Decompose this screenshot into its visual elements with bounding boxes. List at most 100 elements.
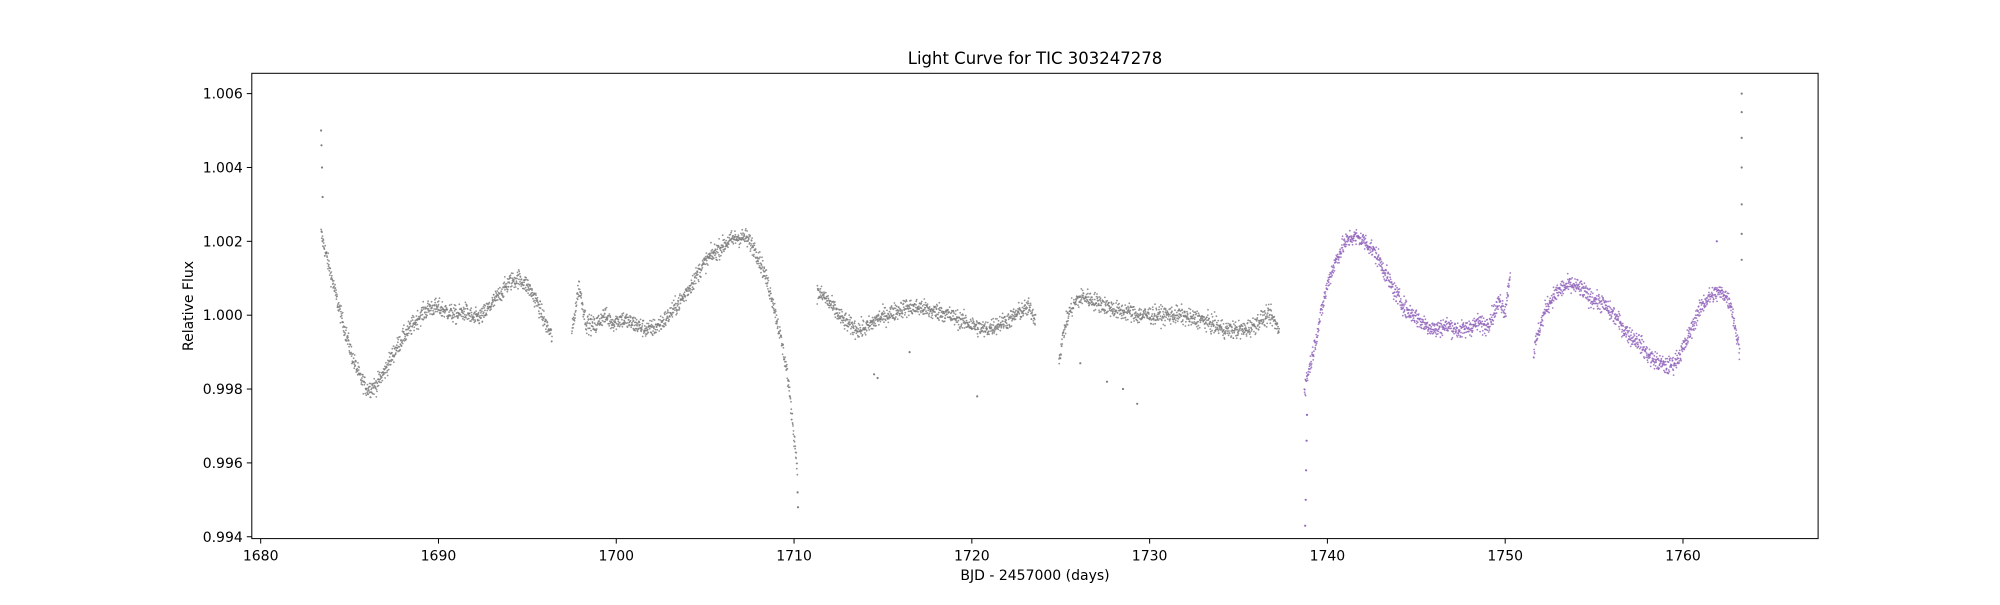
data-point <box>634 317 637 320</box>
data-point <box>760 264 763 266</box>
data-point <box>1159 311 1162 313</box>
data-point <box>397 338 400 341</box>
data-point <box>667 311 670 314</box>
data-point <box>889 312 892 315</box>
data-point <box>1170 306 1173 309</box>
data-point <box>335 291 337 294</box>
data-point <box>672 311 675 314</box>
data-point <box>365 394 368 397</box>
data-point <box>576 298 579 301</box>
data-point <box>363 383 366 386</box>
data-point <box>837 314 840 317</box>
data-point <box>1689 334 1692 336</box>
data-point <box>1111 303 1114 306</box>
data-point <box>584 322 587 324</box>
data-point <box>747 238 750 240</box>
data-point <box>1567 278 1569 281</box>
data-point <box>1251 328 1253 331</box>
data-point <box>985 326 988 328</box>
data-point <box>1002 317 1004 320</box>
data-point <box>868 315 870 318</box>
data-point <box>1189 308 1192 311</box>
data-point <box>520 285 523 287</box>
data-point <box>1395 296 1398 298</box>
data-point <box>941 315 944 318</box>
data-point <box>986 327 988 330</box>
data-point <box>605 306 608 309</box>
data-point <box>473 311 476 314</box>
data-point <box>1222 334 1224 337</box>
data-point <box>1024 304 1027 306</box>
data-point <box>1409 304 1412 307</box>
data-point <box>1065 310 1068 313</box>
data-point <box>915 298 918 301</box>
data-point <box>1603 301 1606 304</box>
data-point <box>883 312 886 315</box>
data-point <box>722 244 724 247</box>
data-point <box>406 332 409 335</box>
data-point <box>1158 308 1160 311</box>
data-point <box>1034 314 1037 316</box>
data-point <box>1410 316 1412 318</box>
data-point <box>544 320 546 323</box>
data-point <box>1562 292 1564 295</box>
data-point <box>1217 332 1220 335</box>
data-point <box>1257 328 1260 331</box>
data-point <box>1214 319 1216 322</box>
data-point <box>704 263 707 266</box>
data-point <box>1319 311 1322 314</box>
data-point <box>1012 314 1015 317</box>
data-point <box>1216 321 1218 324</box>
data-point <box>614 321 617 324</box>
data-point <box>1684 345 1687 348</box>
data-point <box>1458 329 1461 332</box>
data-point <box>712 257 715 260</box>
data-point <box>1360 232 1362 235</box>
data-point <box>1217 319 1220 322</box>
data-point <box>1672 369 1675 372</box>
data-point <box>387 364 390 366</box>
data-point <box>545 319 548 322</box>
data-point <box>509 276 512 279</box>
data-point <box>423 306 425 309</box>
data-point <box>507 286 510 288</box>
data-point <box>1093 293 1096 296</box>
data-point <box>516 271 519 274</box>
data-point <box>969 325 972 328</box>
data-point <box>426 302 429 305</box>
data-point <box>1125 319 1127 321</box>
data-point <box>971 317 974 320</box>
data-point <box>1277 325 1279 328</box>
data-point <box>1607 300 1609 303</box>
data-point <box>1441 334 1444 337</box>
data-point <box>994 318 997 320</box>
data-point <box>483 307 486 309</box>
data-point <box>848 321 851 323</box>
data-point <box>847 325 850 328</box>
data-point <box>371 384 374 387</box>
data-point <box>469 315 472 318</box>
data-point <box>457 315 460 317</box>
data-point <box>1112 310 1115 312</box>
data-point <box>1355 243 1357 246</box>
data-point <box>1233 331 1236 334</box>
data-point <box>761 259 764 262</box>
data-point <box>451 315 454 317</box>
data-point <box>784 356 787 359</box>
data-point <box>1259 322 1261 324</box>
data-point <box>458 303 461 306</box>
data-point <box>1677 357 1680 360</box>
data-point <box>711 258 714 261</box>
data-point <box>1196 325 1198 328</box>
data-point <box>1415 309 1418 312</box>
data-point <box>1187 324 1190 327</box>
data-point <box>1600 310 1603 313</box>
data-point <box>610 320 613 323</box>
data-point <box>957 319 960 322</box>
data-point <box>694 276 696 279</box>
data-point <box>1391 286 1394 288</box>
data-point <box>399 348 401 351</box>
data-point <box>990 318 993 321</box>
data-point <box>673 304 676 306</box>
